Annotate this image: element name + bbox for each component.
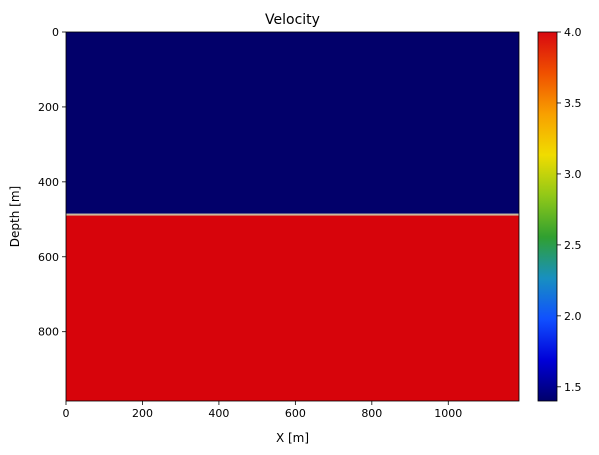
x-tick-label: 0 <box>63 407 70 420</box>
colorbar-ticks: 1.5 2.0 2.5 3.0 3.5 4.0 <box>557 26 582 394</box>
x-tick-label: 600 <box>285 407 306 420</box>
colorbar-tick-label: 4.0 <box>564 26 582 39</box>
velocity-layer-1 <box>66 32 519 214</box>
x-tick-label: 800 <box>361 407 382 420</box>
velocity-layer-2 <box>66 213 519 216</box>
y-tick-label: 400 <box>38 176 59 189</box>
x-tick-label: 400 <box>208 407 229 420</box>
y-axis-ticks: 0 200 400 600 800 <box>38 26 66 339</box>
colorbar-tick-label: 3.0 <box>564 168 582 181</box>
chart-title: Velocity <box>265 12 320 28</box>
velocity-layer-3 <box>66 215 519 401</box>
y-tick-label: 800 <box>38 326 59 339</box>
x-axis-label: X [m] <box>276 431 309 445</box>
plot-frame <box>65 31 520 402</box>
colorbar-tick-label: 2.0 <box>564 310 582 323</box>
plot-area <box>66 32 519 401</box>
y-tick-label: 200 <box>38 101 59 114</box>
colorbar-tick-label: 2.5 <box>564 239 582 252</box>
y-axis-label: Depth [m] <box>8 186 22 247</box>
x-axis-ticks: 0 200 400 600 800 1000 <box>63 401 462 420</box>
colorbar <box>537 31 558 402</box>
colorbar-tick-label: 3.5 <box>564 97 582 110</box>
x-tick-label: 200 <box>132 407 153 420</box>
colorbar-tick-label: 1.5 <box>564 381 582 394</box>
y-tick-label: 0 <box>52 26 59 39</box>
x-tick-label: 1000 <box>434 407 462 420</box>
y-tick-label: 600 <box>38 251 59 264</box>
